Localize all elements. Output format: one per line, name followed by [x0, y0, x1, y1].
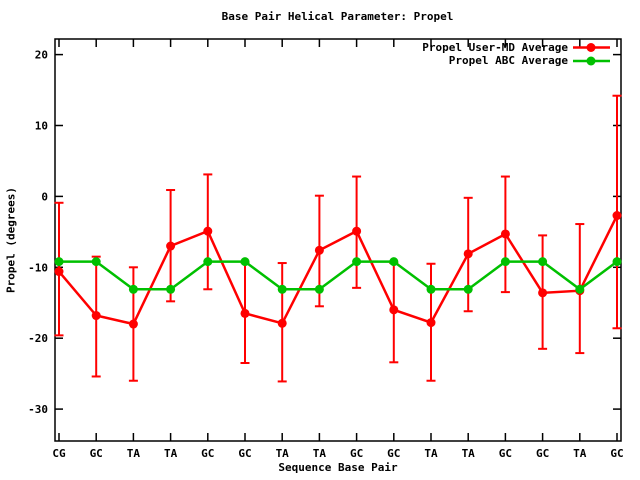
- data-point: [128, 319, 138, 329]
- data-point: [240, 308, 250, 318]
- data-point: [54, 257, 64, 267]
- x-tick-label: GC: [610, 447, 623, 460]
- x-tick-label: CG: [52, 447, 66, 460]
- legend-samples: [573, 43, 610, 66]
- y-tick-label: 20: [35, 49, 48, 62]
- data-point: [166, 241, 176, 251]
- y-tick-label: 0: [41, 190, 48, 203]
- data-point: [54, 267, 64, 277]
- y-axis: 20 10 0 -10 -20 -30: [28, 49, 621, 416]
- series-user-md: [54, 94, 622, 383]
- data-point: [277, 318, 287, 328]
- plot-border: [54, 38, 622, 442]
- data-point: [277, 284, 287, 294]
- chart-title: Base Pair Helical Parameter: Propel: [221, 10, 454, 23]
- legend-sample-dot: [586, 56, 596, 66]
- series-line: [58, 214, 619, 326]
- x-tick-label: TA: [462, 447, 476, 460]
- legend-label-abc: Propel ABC Average: [448, 54, 568, 67]
- data-point: [203, 226, 213, 236]
- x-tick-label: GC: [350, 447, 363, 460]
- data-point: [463, 284, 473, 294]
- y-axis-title: Propel (degrees): [4, 187, 18, 293]
- series-abc: [54, 257, 622, 294]
- x-tick-label: TA: [424, 447, 438, 460]
- y-tick-label: 10: [35, 119, 48, 132]
- data-point: [500, 257, 510, 267]
- data-point: [314, 284, 324, 294]
- x-tick-label: TA: [313, 447, 327, 460]
- data-point: [612, 257, 622, 267]
- y-tick-label: -20: [28, 332, 48, 345]
- x-axis: CG GC TA TA GC GC TA TA GC GC TA TA GC GC TA GC: [52, 39, 624, 460]
- legend-sample-dot: [586, 43, 596, 52]
- data-point: [240, 257, 250, 267]
- x-tick-label: TA: [573, 447, 587, 460]
- data-point: [500, 229, 510, 239]
- y-tick-label: -10: [28, 261, 48, 274]
- x-tick-label: TA: [276, 447, 290, 460]
- x-tick-label: GC: [201, 447, 214, 460]
- data-point: [575, 284, 585, 294]
- data-point: [389, 305, 399, 315]
- data-point: [352, 257, 362, 267]
- data-point: [538, 288, 548, 298]
- x-tick-label: TA: [127, 447, 141, 460]
- data-point: [538, 257, 548, 267]
- x-tick-label: GC: [536, 447, 549, 460]
- x-tick-label: GC: [387, 447, 400, 460]
- data-point: [612, 211, 622, 221]
- data-point: [463, 249, 473, 259]
- data-point: [352, 226, 362, 236]
- data-point: [91, 311, 101, 321]
- data-point: [203, 257, 213, 267]
- series-line: [59, 260, 618, 291]
- x-axis-title: Sequence Base Pair: [278, 461, 398, 474]
- x-tick-label: TA: [164, 447, 178, 460]
- data-point: [314, 245, 324, 255]
- data-point: [426, 318, 436, 328]
- data-point: [91, 257, 101, 267]
- data-point: [166, 284, 176, 294]
- x-tick-label: GC: [238, 447, 251, 460]
- data-point: [389, 257, 399, 267]
- legend-label-user-md: Propel User-MD Average: [422, 41, 568, 54]
- data-point: [426, 284, 436, 294]
- x-tick-label: GC: [499, 447, 512, 460]
- data-point: [128, 284, 138, 294]
- y-tick-label: -30: [28, 403, 48, 416]
- x-tick-label: GC: [90, 447, 103, 460]
